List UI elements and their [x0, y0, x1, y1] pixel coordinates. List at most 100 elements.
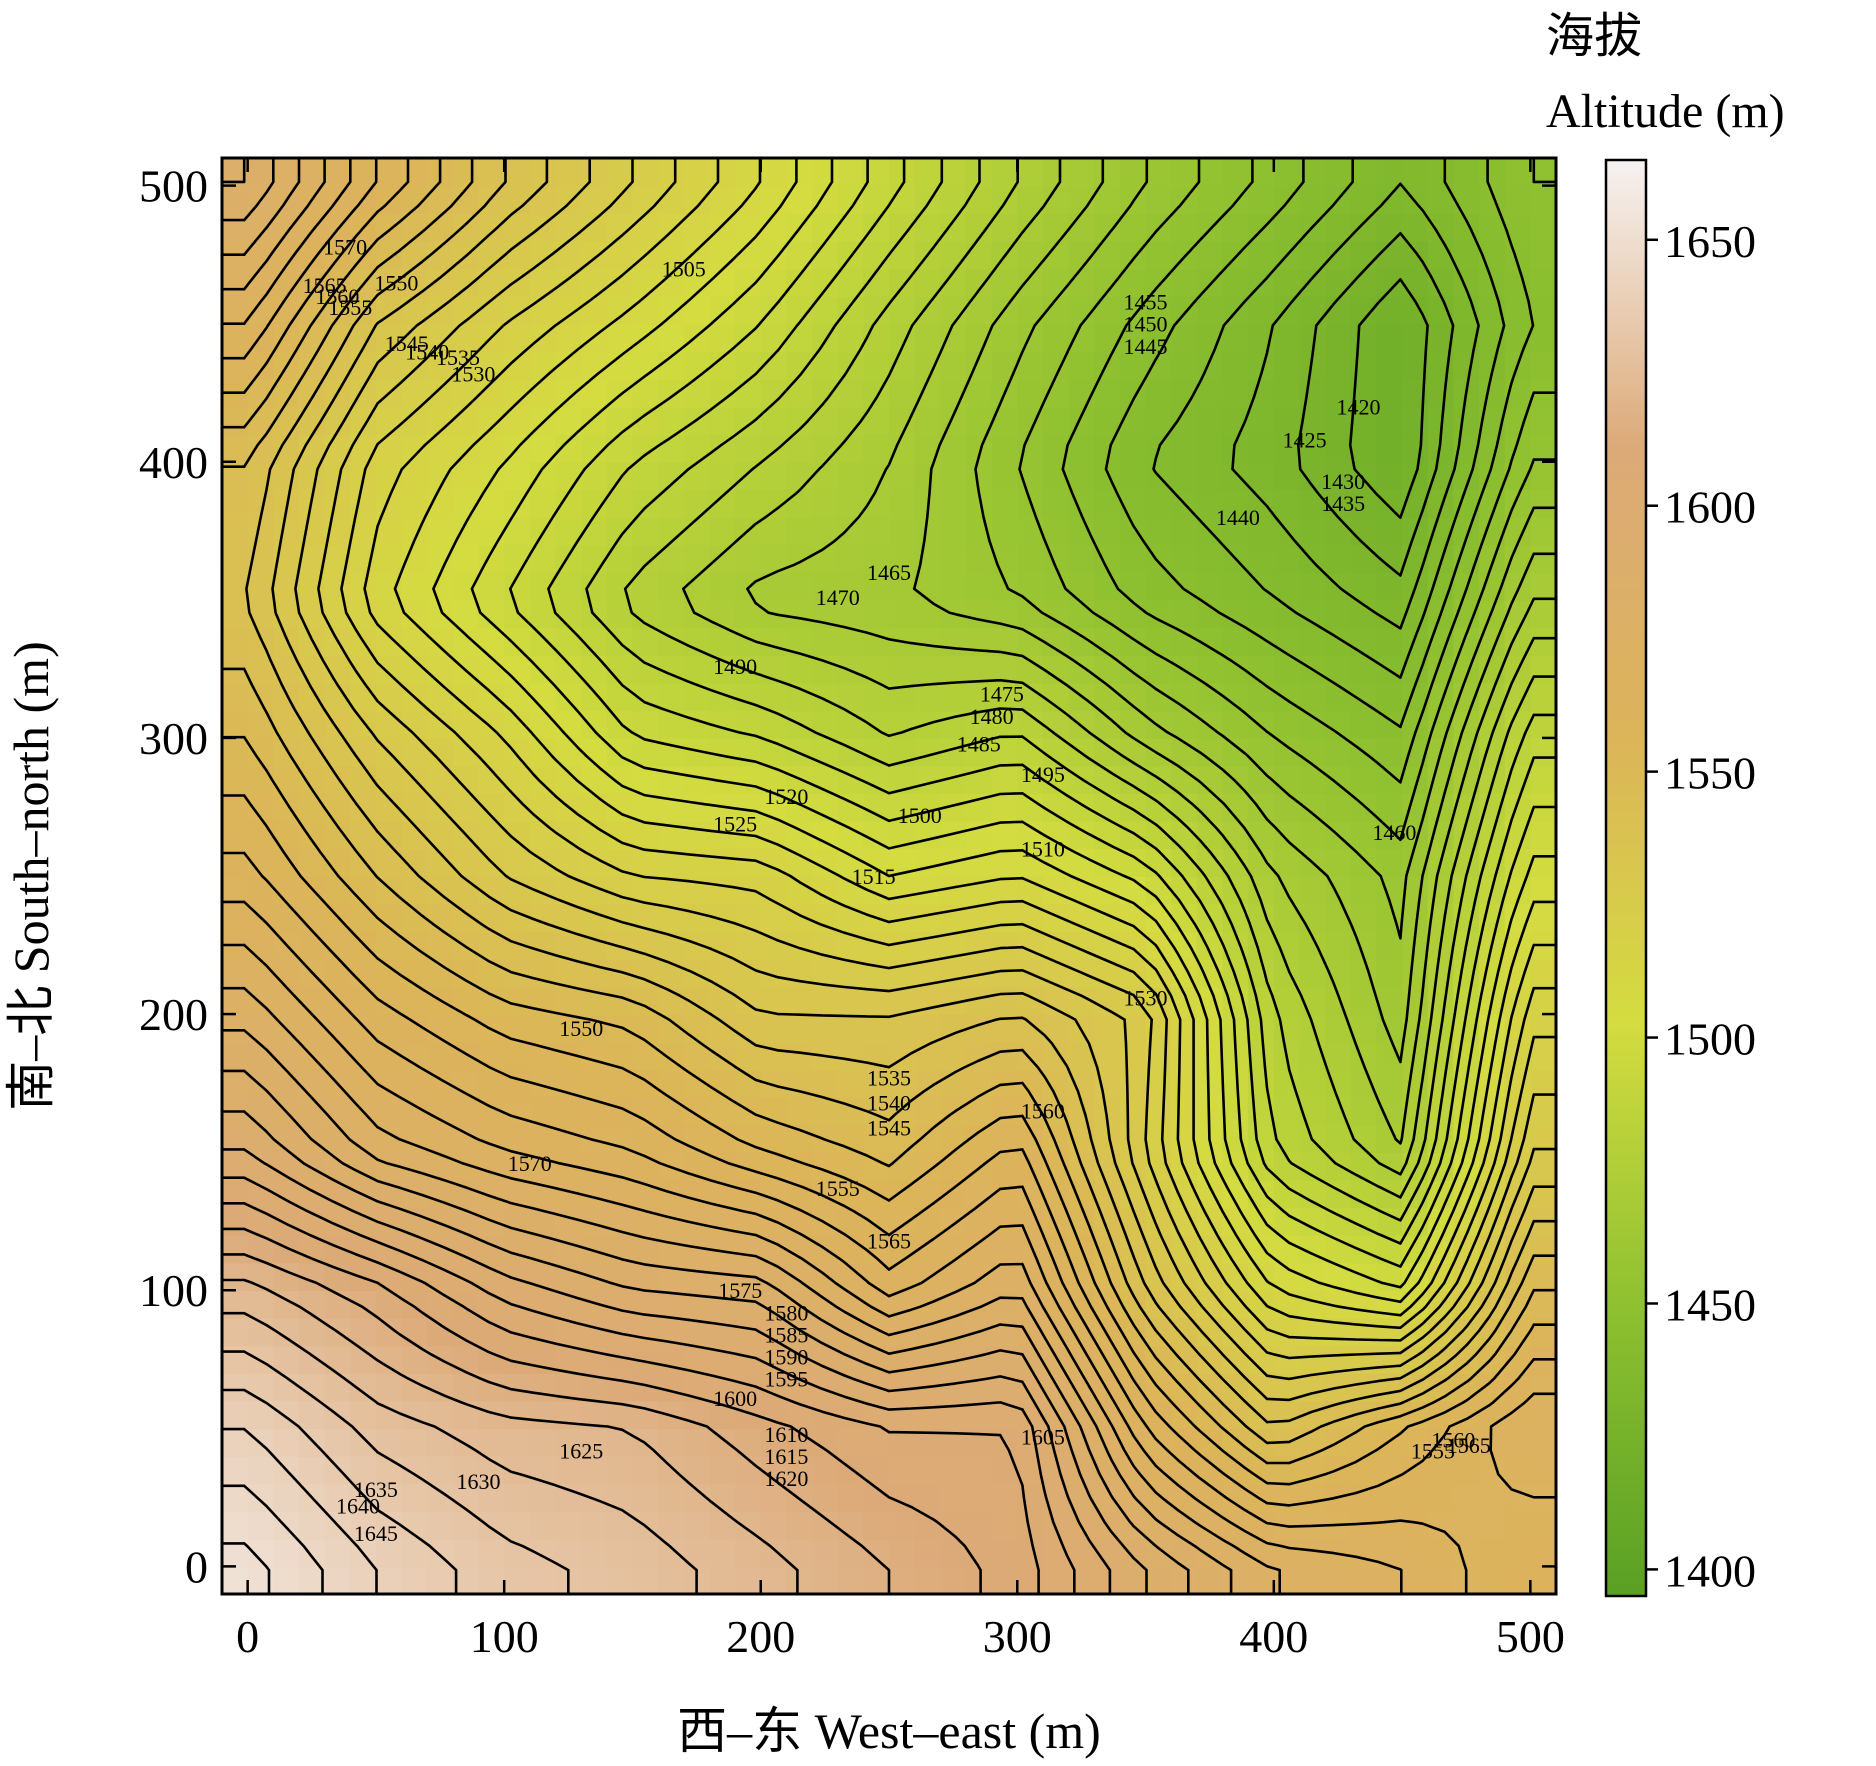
heat-cell [1479, 1566, 1506, 1594]
heat-cell [1248, 1566, 1275, 1594]
heat-cell [427, 268, 454, 297]
heat-cell [1119, 240, 1147, 270]
heat-cell [658, 1483, 685, 1512]
heat-cell [273, 158, 300, 187]
contour-label: 1460 [1372, 820, 1416, 845]
heat-cell [427, 517, 454, 546]
heat-cell [1248, 434, 1275, 463]
heat-cell [991, 793, 1019, 822]
heat-cell [1068, 268, 1096, 297]
heat-cell [1273, 793, 1301, 822]
heat-cell [581, 710, 608, 739]
heat-cell [324, 1455, 352, 1485]
heat-cell [427, 1428, 454, 1457]
heat-cell [709, 1096, 736, 1126]
heat-cell [812, 986, 839, 1015]
heat-cell [1171, 213, 1198, 242]
heat-cell [1402, 1538, 1429, 1568]
colorbar-tick-label: 1550 [1664, 748, 1756, 799]
heat-cell [247, 876, 275, 905]
contour-label: 1495 [1021, 762, 1065, 787]
heat-cell [555, 572, 582, 601]
heat-cell [991, 323, 1019, 353]
heat-cell [760, 1014, 788, 1043]
heat-cell [478, 1069, 505, 1098]
heat-cell [889, 378, 916, 408]
heat-cell [760, 876, 788, 905]
heat-cell [1222, 213, 1249, 242]
heat-cell [401, 489, 429, 518]
heat-cell [606, 517, 634, 546]
heat-cell [914, 655, 942, 684]
colorbar-gradient [1604, 158, 1648, 1598]
contour-label: 1535 [867, 1066, 911, 1091]
heat-cell [1119, 820, 1147, 850]
heat-cell [606, 572, 634, 601]
heat-cell [1273, 213, 1301, 242]
heat-cell [1094, 323, 1121, 353]
heat-cell [529, 572, 557, 601]
heat-cell [606, 434, 634, 463]
heat-cell [760, 240, 788, 270]
heat-cell [1376, 599, 1403, 629]
heat-cell [581, 268, 608, 297]
heat-cell [452, 958, 480, 988]
heat-cell [1427, 268, 1455, 297]
heat-cell [606, 268, 634, 297]
heat-cell [658, 1235, 685, 1264]
heat-cell [324, 876, 352, 905]
contour-label: 1605 [1021, 1425, 1065, 1450]
heat-cell [555, 710, 582, 739]
heat-cell [812, 1014, 839, 1043]
heat-cell [683, 710, 711, 739]
heat-cell [735, 296, 762, 325]
heat-cell [786, 323, 813, 353]
heat-cell [1042, 213, 1070, 242]
heat-cell [581, 655, 608, 684]
heat-cell [1299, 1096, 1326, 1126]
x-tick-label: 0 [236, 1611, 259, 1662]
heat-cell [1350, 1538, 1378, 1568]
heat-cell [658, 1373, 685, 1402]
heat-cell [965, 1455, 993, 1485]
heat-cell [965, 1566, 993, 1594]
heat-cell [1171, 1566, 1198, 1594]
heat-cell [427, 1317, 454, 1347]
heat-cell [222, 1235, 249, 1264]
heat-cell [632, 296, 659, 325]
heat-cell [504, 1152, 531, 1181]
heat-cell [889, 1152, 916, 1181]
heat-cell [1402, 213, 1429, 242]
heat-cell [350, 158, 377, 187]
heat-cell [529, 1124, 557, 1153]
heat-cell [324, 793, 352, 822]
heat-cell [350, 434, 377, 463]
heat-cell [350, 876, 377, 905]
heat-cell [1248, 1262, 1275, 1292]
heat-cell [1273, 1235, 1301, 1264]
heat-cell [991, 903, 1019, 933]
heat-cell [504, 1400, 531, 1430]
heat-cell [1376, 517, 1403, 546]
heat-cell [555, 1428, 582, 1457]
heat-cell [1453, 240, 1480, 270]
heat-cell [1530, 296, 1556, 325]
heat-cell [1504, 1428, 1532, 1457]
heat-cell [222, 958, 249, 988]
heat-cell [247, 1124, 275, 1153]
heat-cell [1145, 1483, 1172, 1512]
heat-cell [1325, 599, 1352, 629]
heat-cell [273, 903, 300, 933]
heat-cell [1504, 1455, 1532, 1485]
heat-cell [427, 1455, 454, 1485]
heat-cell [555, 1483, 582, 1512]
y-tick-label: 300 [139, 713, 208, 764]
heat-cell [1350, 627, 1378, 656]
heat-cell [504, 517, 531, 546]
heat-cell [529, 158, 557, 187]
heat-cell [273, 213, 300, 242]
heat-cell [735, 958, 762, 988]
heat-cell [529, 185, 557, 215]
heat-cell [1119, 1566, 1147, 1594]
